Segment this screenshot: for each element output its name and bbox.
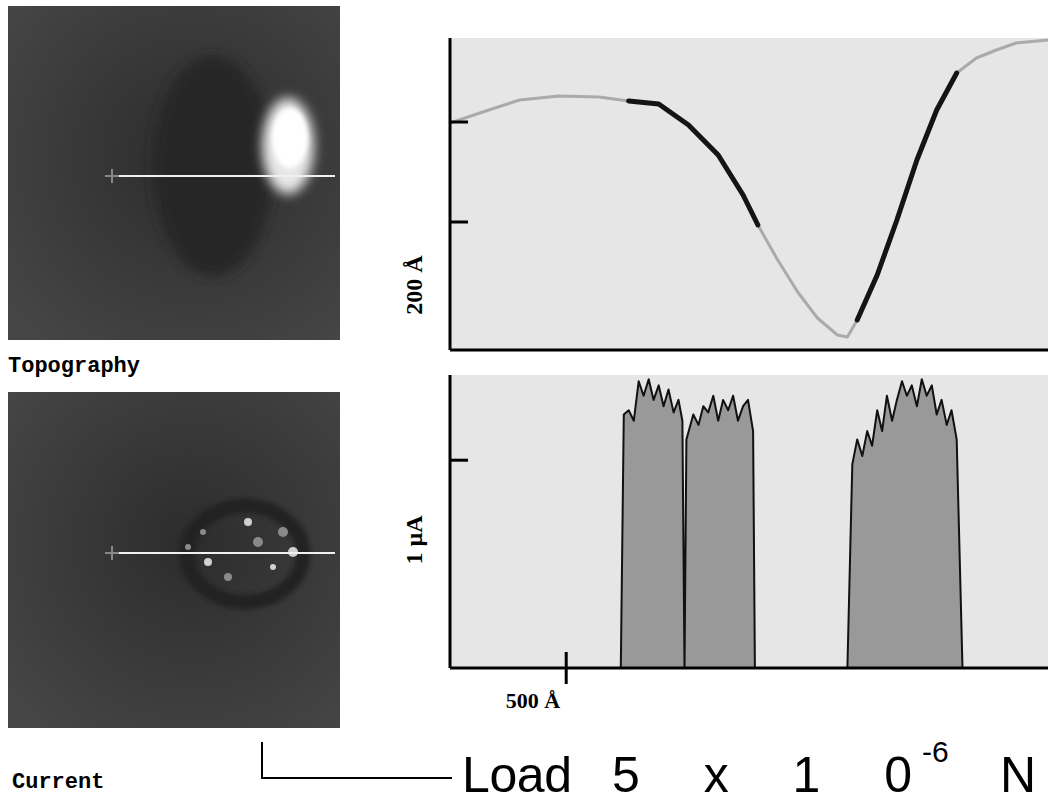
image-background xyxy=(8,6,340,340)
current-spot xyxy=(278,527,288,537)
scan-line xyxy=(114,175,335,177)
plot-background xyxy=(450,375,1048,668)
chart: 200 Å xyxy=(401,38,1048,350)
y-tick xyxy=(450,121,468,124)
caption-text: N xyxy=(1000,747,1036,802)
scan-line xyxy=(114,552,335,554)
caption-text: 5x10 xyxy=(612,747,912,802)
image-panel xyxy=(8,6,340,340)
figure: Topography Current 200 Å 500 Å 1 µA Load 5x10-… xyxy=(0,0,1052,802)
current-spot xyxy=(244,518,252,526)
cursor-mark xyxy=(105,169,119,183)
profile-line xyxy=(450,40,1048,337)
caption-text: -6 xyxy=(922,735,949,768)
marks xyxy=(450,379,1048,668)
x-tick-label: 500 Å xyxy=(506,688,561,713)
cursor-mark xyxy=(105,546,119,560)
current-spot xyxy=(253,537,263,547)
caption-text: Load xyxy=(462,747,572,802)
area-outline xyxy=(450,379,1048,668)
image-label: Topography xyxy=(8,354,140,379)
bright-feature xyxy=(272,108,308,168)
current-spot xyxy=(200,529,206,535)
image-label: Current xyxy=(12,770,104,795)
current-spot xyxy=(185,544,191,550)
marks xyxy=(450,40,1048,337)
current-spot xyxy=(270,564,276,570)
image-panel xyxy=(8,392,340,728)
chart: 500 Å 1 µA xyxy=(401,375,1048,713)
x-axis xyxy=(450,349,1048,352)
bracket xyxy=(262,742,452,778)
x-axis xyxy=(450,667,1048,670)
y-axis xyxy=(449,38,452,350)
bright-feature xyxy=(262,98,314,194)
y-tick xyxy=(450,459,468,462)
current-spot xyxy=(224,573,232,581)
y-axis xyxy=(449,375,452,668)
y-tick xyxy=(450,221,468,224)
plot-background xyxy=(450,38,1048,350)
dark-region xyxy=(153,56,273,276)
current-spot xyxy=(204,558,212,566)
y-axis-label: 1 µA xyxy=(401,515,427,565)
profile-line xyxy=(629,73,957,320)
area-fill xyxy=(450,379,1048,668)
image-background xyxy=(8,392,340,728)
x-tick xyxy=(565,652,568,684)
y-axis-label: 200 Å xyxy=(401,255,427,315)
